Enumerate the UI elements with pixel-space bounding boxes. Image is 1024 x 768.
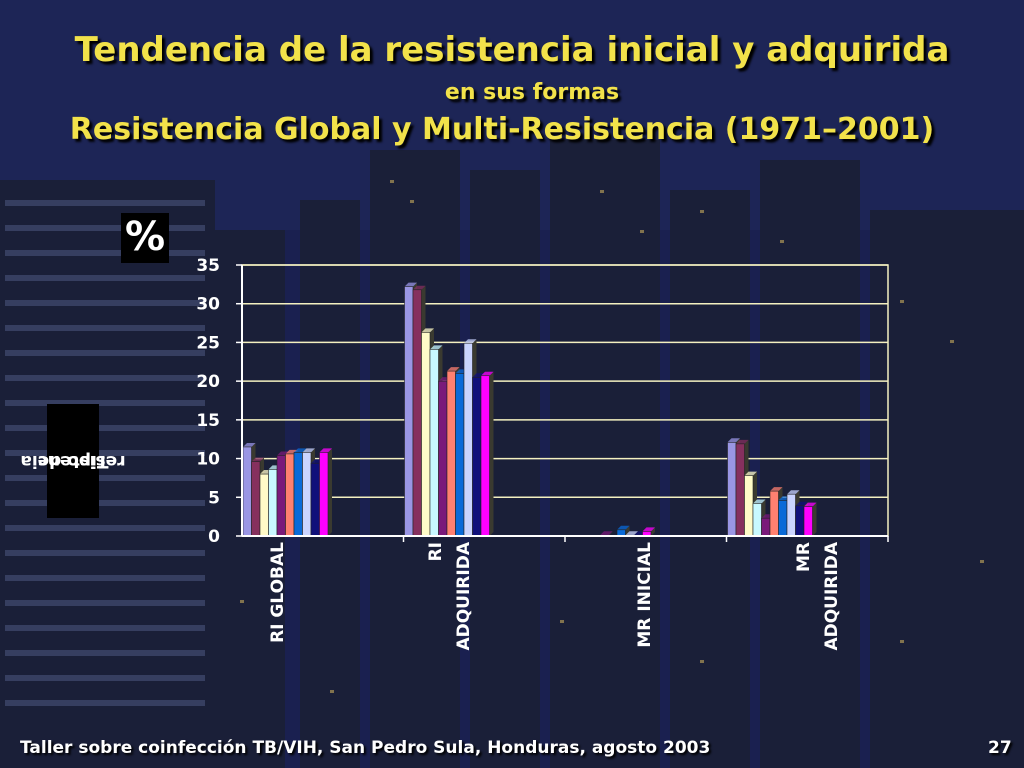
y-axis-label-box: Tipo de resistencia <box>20 404 126 518</box>
bar <box>803 506 813 537</box>
bar <box>251 461 261 537</box>
bar-side <box>608 531 613 536</box>
bar <box>302 452 312 537</box>
bar-top <box>753 499 766 504</box>
bar-top <box>413 285 426 290</box>
bar <box>285 453 295 537</box>
bar-top <box>404 282 417 287</box>
slide-subtitle: en sus formas <box>444 80 620 105</box>
bar-top <box>617 525 630 530</box>
bar-top <box>642 527 655 532</box>
bar <box>259 473 269 537</box>
bar-top <box>294 448 307 453</box>
bar-top <box>736 439 749 444</box>
bar-top <box>770 487 783 492</box>
bar-top <box>787 490 800 495</box>
bar-top <box>804 502 817 507</box>
y-tick-label: 10 <box>196 450 220 470</box>
bar <box>438 380 448 537</box>
bar-side <box>489 371 494 536</box>
x-category-label: RI GLOBAL <box>268 542 288 643</box>
bar <box>242 446 252 537</box>
bar <box>472 376 482 537</box>
x-category-label: MR <box>794 542 814 572</box>
bar-top <box>447 367 460 372</box>
bar-top <box>744 471 757 476</box>
bar <box>761 517 771 537</box>
bar-side <box>625 525 630 536</box>
bar-side <box>651 527 655 536</box>
bar <box>769 490 779 537</box>
bar <box>463 342 473 537</box>
bar-top <box>625 531 638 536</box>
slide-title-line3: Resistencia Global y Multi-Resistencia (… <box>69 112 935 147</box>
bar <box>795 505 805 537</box>
y-tick-label: 5 <box>208 488 220 508</box>
bar <box>727 442 737 537</box>
bars <box>242 282 817 538</box>
x-category-label: MR INICIAL <box>635 542 655 648</box>
y-tick-label: 0 <box>208 527 220 547</box>
bar <box>293 452 303 537</box>
bar <box>421 332 431 537</box>
bar-top <box>251 457 264 462</box>
bar-top <box>243 442 256 447</box>
bar <box>752 503 762 537</box>
bar <box>744 475 754 537</box>
bar-top <box>464 339 477 344</box>
bar <box>276 455 286 537</box>
x-category-label: ADQUIRIDA <box>822 541 842 650</box>
bar <box>319 452 329 537</box>
bar-top <box>430 345 443 350</box>
bar-top <box>421 328 434 333</box>
y-tick-label: 20 <box>196 372 220 392</box>
bar <box>404 286 414 537</box>
x-category-label: RI <box>426 542 446 561</box>
bar <box>778 500 788 537</box>
slide-title: Tendencia de la resistencia inicial y ad… <box>74 30 950 70</box>
y-tick-label: 35 <box>196 256 220 276</box>
bar-top <box>319 448 332 453</box>
bar-top <box>795 501 808 506</box>
bar <box>480 375 490 537</box>
bar <box>446 370 456 537</box>
bar <box>455 373 465 537</box>
bar <box>429 349 439 537</box>
bar-top <box>727 438 740 443</box>
axes: 0 5 10 15 20 25 30 35 RI GLOBAL RI ADQUIRIDA MR INI… <box>196 256 889 651</box>
unit-label: % <box>121 213 169 263</box>
bar <box>786 493 796 537</box>
bar-side <box>812 502 817 536</box>
y-tick-label: 25 <box>196 333 220 353</box>
y-tick-label: 15 <box>196 411 220 431</box>
bar <box>268 469 278 537</box>
bar <box>735 443 745 537</box>
y-tick-label: 30 <box>196 295 220 315</box>
x-category-label: ADQUIRIDA <box>454 541 474 650</box>
bar-top <box>302 448 315 453</box>
bar <box>412 289 422 537</box>
page-number: 27 <box>988 738 1012 758</box>
bar <box>310 462 320 537</box>
bar-top <box>600 531 613 536</box>
bar-side <box>328 448 332 536</box>
footer-text: Taller sobre coinfección TB/VIH, San Ped… <box>20 738 711 758</box>
bar-top <box>481 371 494 376</box>
